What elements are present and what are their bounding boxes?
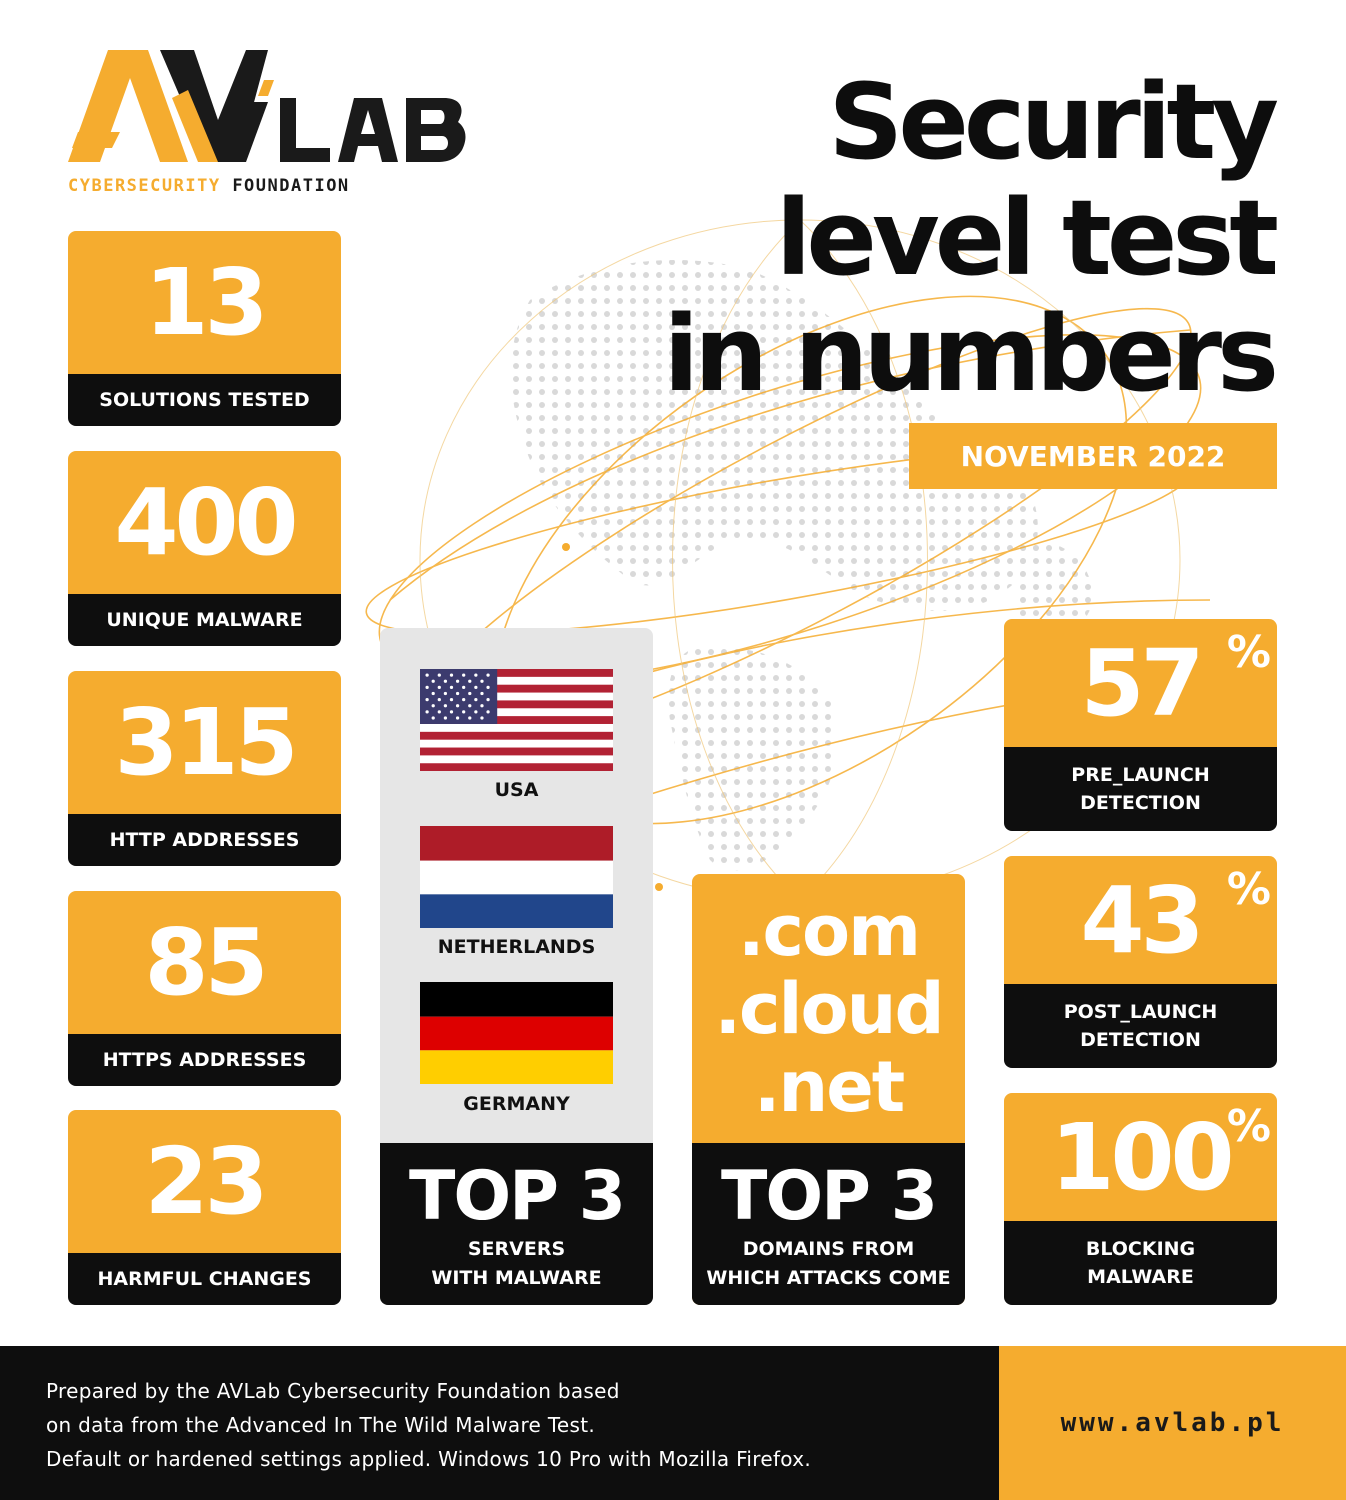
date-badge: NOVEMBER 2022 [909,423,1277,489]
title-line-3: in numbers [663,293,1279,415]
country-label-usa: USA [494,779,539,801]
logo-tagline-secondary: FOUNDATION [232,176,350,196]
domain-item: .net [753,1046,905,1128]
stat-label-line-2: DETECTION [1080,1029,1201,1051]
stat-value: 13 [68,231,341,374]
stat-value: 100 [1050,1103,1234,1211]
stat-label-line-1: BLOCKING [1085,1238,1196,1260]
stat-card-unique-malware: 400 UNIQUE MALWARE [68,451,341,646]
top-domains-footer: TOP 3 DOMAINS FROM WHICH ATTACKS COME [692,1143,965,1305]
title-line-1: Security [828,61,1279,183]
top-domains-heading: TOP 3 [720,1157,938,1236]
stat-card-https-addresses: 85 HTTPS ADDRESSES [68,891,341,1086]
netherlands-flag [420,826,613,928]
domain-list: .com .cloud .net [692,892,965,1126]
stat-label-line-1: POST_LAUNCH [1063,1001,1218,1023]
stat-card-solutions-tested: 13 SOLUTIONS TESTED [68,231,341,426]
top-domains-label-2: WHICH ATTACKS COME [706,1267,951,1289]
top-servers-label-2: WITH MALWARE [431,1267,602,1289]
stat-value: 315 [68,671,341,814]
top-domains-card: .com .cloud .net TOP 3 DOMAINS FROM WHIC… [692,874,965,1305]
top-servers-card: USA NETHERLANDS GERMANY TOP 3 SERVERS WI… [380,628,653,1305]
stat-card-harmful-changes: 23 HARMFUL CHANGES [68,1110,341,1305]
stat-value: 57 [1080,629,1204,737]
stat-label: SOLUTIONS TESTED [68,374,341,426]
top-servers-label-1: SERVERS [467,1238,566,1260]
stat-label: UNIQUE MALWARE [68,594,341,646]
stat-label: HARMFUL CHANGES [68,1253,341,1305]
domain-item: .com [737,890,921,972]
footer-line-2: on data from the Advanced In The Wild Ma… [46,1413,596,1437]
website-link[interactable]: www.avlab.pl [999,1346,1346,1500]
domain-item: .cloud [714,968,944,1050]
stat-label: HTTPS ADDRESSES [68,1034,341,1086]
country-label-netherlands: NETHERLANDS [437,936,596,958]
stat-card-post-launch-detection: 43 % POST_LAUNCH DETECTION [1004,856,1277,1068]
stat-label-line-2: DETECTION [1080,792,1201,814]
percent-sign: % [1226,864,1271,915]
stat-label: PRE_LAUNCH DETECTION [1004,747,1277,831]
stat-value: 85 [68,891,341,1034]
footer-line-1: Prepared by the AVLab Cybersecurity Foun… [46,1379,620,1403]
stat-value-box: 43 % [1004,856,1277,984]
top-servers-footer: TOP 3 SERVERS WITH MALWARE [380,1143,653,1305]
stat-card-http-addresses: 315 HTTP ADDRESSES [68,671,341,866]
stat-label-line-2: MALWARE [1087,1266,1194,1288]
stat-card-blocking-malware: 100 % BLOCKING MALWARE [1004,1093,1277,1305]
logo-tagline-primary: CYBERSECURITY [68,176,221,196]
footer-description: Prepared by the AVLab Cybersecurity Foun… [0,1346,999,1500]
avlab-logo [68,50,466,162]
country-label-germany: GERMANY [463,1093,570,1115]
stat-label-line-1: PRE_LAUNCH [1071,764,1210,786]
stat-value: 43 [1080,866,1204,974]
footer-line-3: Default or hardened settings applied. Wi… [46,1447,812,1471]
footer: Prepared by the AVLab Cybersecurity Foun… [0,1346,1346,1500]
stat-value-box: 100 % [1004,1093,1277,1221]
stat-label: POST_LAUNCH DETECTION [1004,984,1277,1068]
percent-sign: % [1226,1101,1271,1152]
logo-tagline: CYBERSECURITY FOUNDATION [68,176,350,196]
title-line-2: level test [775,177,1279,299]
page-title: Security level test in numbers [663,61,1279,415]
stat-card-pre-launch-detection: 57 % PRE_LAUNCH DETECTION [1004,619,1277,831]
top-servers-heading: TOP 3 [408,1157,626,1236]
stat-value-box: 57 % [1004,619,1277,747]
stat-label: BLOCKING MALWARE [1004,1221,1277,1305]
stat-label: HTTP ADDRESSES [68,814,341,866]
germany-flag [420,982,613,1084]
stat-value: 23 [68,1110,341,1253]
usa-flag [420,669,613,771]
stat-value: 400 [68,451,341,594]
percent-sign: % [1226,627,1271,678]
top-domains-label-1: DOMAINS FROM [742,1238,915,1260]
